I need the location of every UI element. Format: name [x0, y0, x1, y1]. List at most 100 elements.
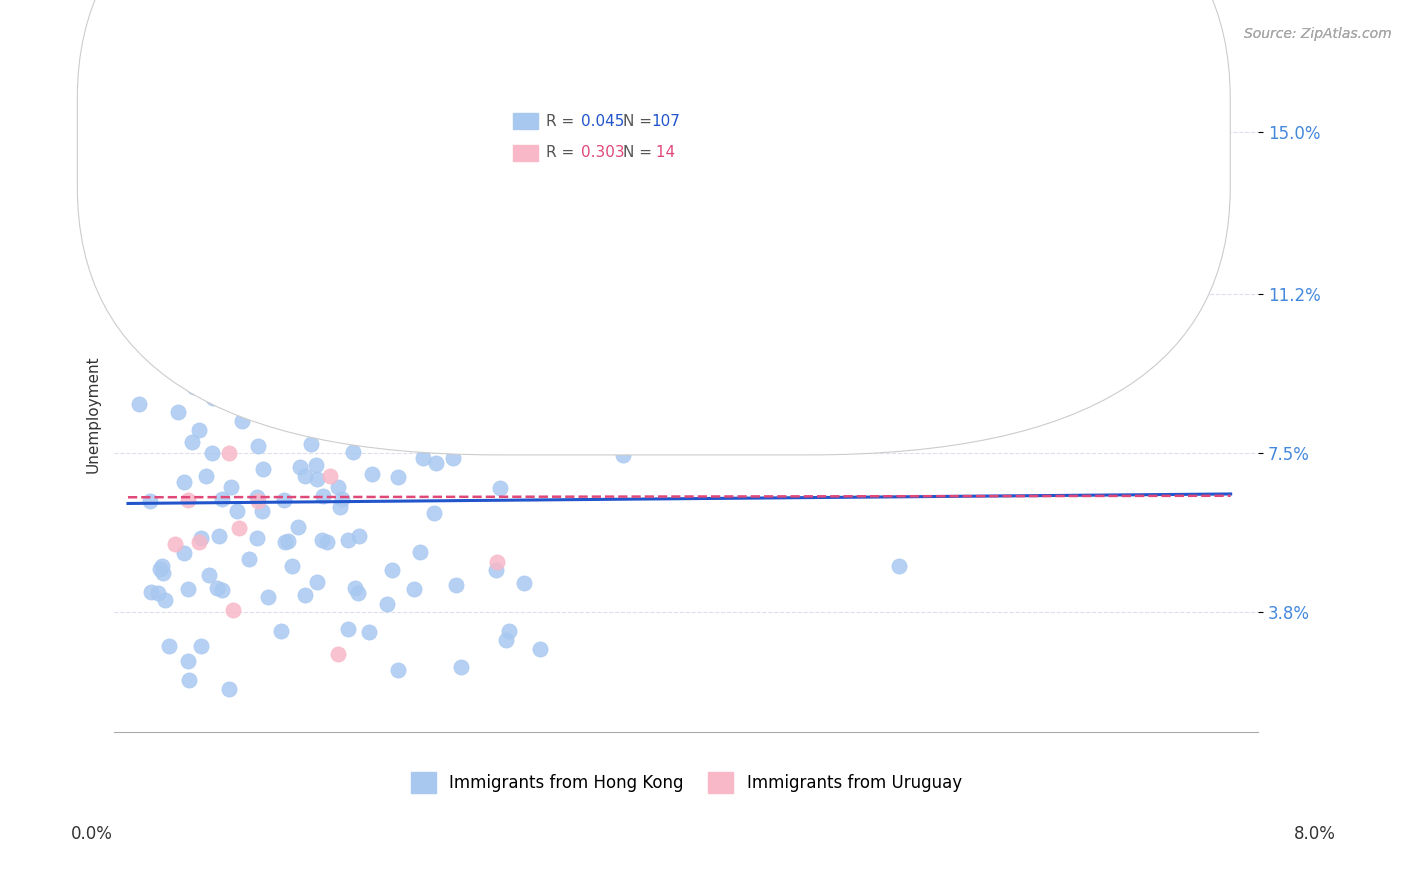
Point: [387, 663, 409, 677]
Point: [187, 535, 209, 549]
Point: [173, 475, 195, 489]
Point: [249, 391, 271, 405]
Point: [146, 586, 169, 600]
Point: [177, 654, 200, 668]
Point: [252, 461, 274, 475]
Point: [208, 529, 231, 543]
Point: [288, 459, 311, 474]
Point: [342, 423, 364, 437]
Point: [218, 446, 240, 460]
Point: [375, 598, 398, 612]
Point: [195, 380, 218, 394]
Text: ZIPatlas: ZIPatlas: [523, 380, 849, 449]
Text: 0.0%: 0.0%: [70, 825, 112, 843]
Point: [285, 373, 308, 387]
Text: R =: R =: [546, 114, 579, 128]
Point: [211, 492, 233, 507]
Point: [450, 660, 472, 674]
Point: [165, 537, 187, 551]
Point: [139, 493, 162, 508]
Point: [246, 531, 269, 545]
Point: [336, 533, 359, 547]
Point: [332, 260, 354, 274]
Point: [180, 435, 202, 450]
Point: [329, 500, 352, 515]
Point: [195, 469, 218, 483]
Point: [190, 639, 212, 653]
Point: [211, 582, 233, 597]
Point: [485, 555, 508, 569]
Point: [294, 588, 316, 602]
Point: [201, 446, 224, 460]
Point: [352, 413, 374, 427]
Legend: Immigrants from Hong Kong, Immigrants from Uruguay: Immigrants from Hong Kong, Immigrants fr…: [404, 765, 969, 799]
Point: [484, 563, 506, 577]
Point: [270, 624, 292, 638]
Point: [219, 480, 242, 494]
Point: [235, 392, 257, 407]
Point: [319, 468, 342, 483]
Point: [177, 582, 200, 596]
Point: [357, 624, 380, 639]
Point: [252, 504, 274, 518]
Point: [243, 297, 266, 311]
Point: [337, 622, 360, 636]
Point: [218, 681, 240, 696]
Point: [131, 274, 153, 288]
Point: [299, 436, 322, 450]
Point: [246, 494, 269, 508]
Point: [305, 387, 328, 401]
Point: [441, 451, 464, 466]
Point: [263, 379, 285, 393]
Point: [197, 568, 219, 582]
Point: [287, 520, 309, 534]
Point: [489, 481, 512, 495]
Text: 14: 14: [651, 145, 675, 160]
Point: [226, 504, 249, 518]
Point: [226, 348, 249, 362]
Point: [146, 324, 169, 338]
Point: [312, 489, 335, 503]
Point: [294, 351, 316, 366]
Text: Source: ZipAtlas.com: Source: ZipAtlas.com: [1244, 27, 1392, 41]
Point: [256, 590, 278, 604]
Point: [305, 472, 328, 486]
Text: 0.045: 0.045: [581, 114, 624, 128]
Point: [316, 535, 339, 549]
Point: [304, 458, 326, 473]
Point: [173, 546, 195, 560]
Point: [246, 491, 269, 505]
Point: [305, 575, 328, 590]
Point: [274, 535, 297, 549]
Point: [238, 552, 260, 566]
Point: [422, 506, 444, 520]
Point: [150, 559, 173, 574]
Point: [387, 470, 409, 484]
Text: R =: R =: [546, 145, 579, 160]
Point: [333, 407, 356, 421]
Text: N =: N =: [623, 114, 657, 128]
Text: 0.303: 0.303: [581, 145, 624, 160]
Text: N =: N =: [623, 145, 657, 160]
Point: [153, 593, 176, 607]
Point: [228, 521, 250, 535]
Point: [157, 639, 180, 653]
Point: [152, 566, 174, 581]
Point: [373, 367, 395, 381]
Point: [342, 445, 364, 459]
Point: [612, 448, 634, 462]
Text: 8.0%: 8.0%: [1294, 825, 1336, 843]
Point: [246, 439, 269, 453]
Point: [513, 576, 536, 591]
Point: [344, 581, 367, 595]
Point: [294, 468, 316, 483]
Point: [311, 533, 333, 548]
Point: [409, 545, 432, 559]
Point: [167, 404, 190, 418]
Point: [347, 529, 370, 543]
Point: [887, 558, 910, 573]
Point: [529, 642, 551, 657]
Point: [177, 493, 200, 508]
Point: [444, 577, 467, 591]
Point: [190, 354, 212, 368]
